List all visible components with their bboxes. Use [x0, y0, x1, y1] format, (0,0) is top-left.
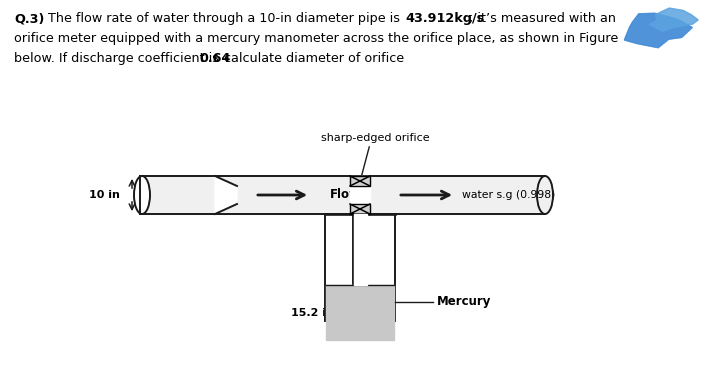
Text: orifice meter equipped with a mercury manometer across the orifice place, as sho: orifice meter equipped with a mercury ma…: [14, 32, 618, 45]
Text: 43.912kg/s: 43.912kg/s: [405, 12, 484, 25]
Polygon shape: [649, 8, 698, 31]
Bar: [350, 186, 370, 204]
Polygon shape: [215, 176, 237, 214]
Bar: [350, 176, 370, 186]
Text: 0.64: 0.64: [199, 52, 230, 65]
Bar: [140, 176, 545, 214]
Text: calculate diameter of orifice: calculate diameter of orifice: [224, 52, 404, 65]
Text: 10 in: 10 in: [89, 190, 120, 200]
Ellipse shape: [537, 176, 553, 214]
Bar: [326, 285, 394, 340]
Text: sharp-edged orifice: sharp-edged orifice: [320, 133, 429, 143]
Text: 15.2 in: 15.2 in: [291, 308, 334, 318]
Text: The flow rate of water through a 10-in diameter pipe is: The flow rate of water through a 10-in d…: [48, 12, 404, 25]
Bar: [353, 214, 367, 345]
Text: Mercury: Mercury: [437, 295, 491, 308]
Bar: [350, 204, 370, 214]
Polygon shape: [624, 13, 692, 47]
Text: ; it’s measured with an: ; it’s measured with an: [469, 12, 616, 25]
Bar: [350, 176, 370, 186]
Text: water s.g (0.998): water s.g (0.998): [462, 190, 555, 200]
Text: Flow: Flow: [330, 188, 361, 202]
Bar: [354, 214, 366, 285]
Bar: [350, 204, 370, 214]
Text: Q.3): Q.3): [14, 12, 45, 25]
Text: below. If discharge coefficient is: below. If discharge coefficient is: [14, 52, 223, 65]
Ellipse shape: [134, 176, 150, 214]
Polygon shape: [624, 13, 692, 47]
